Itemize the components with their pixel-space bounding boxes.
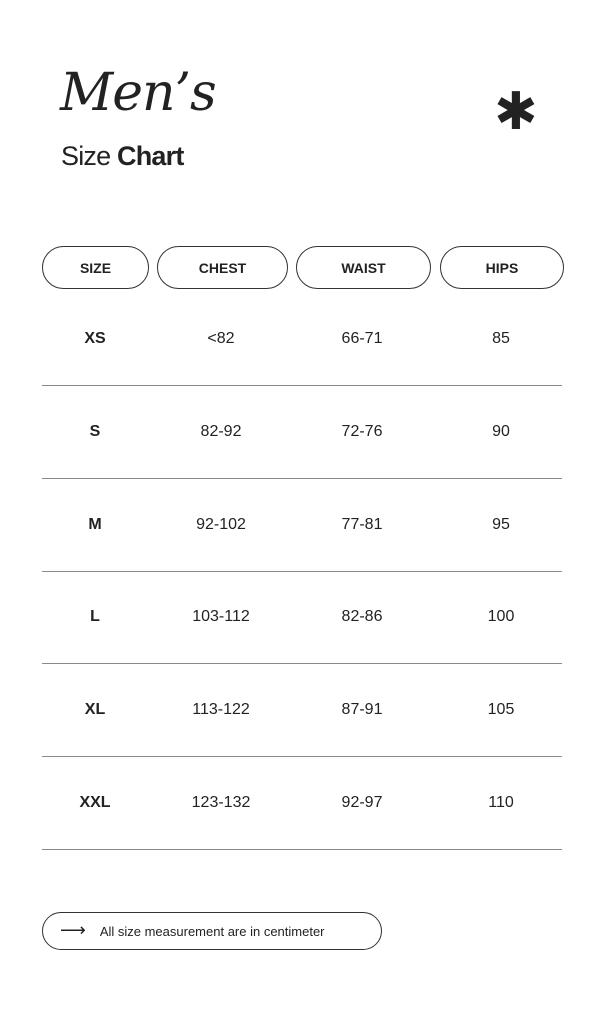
cell-waist: 77-81 [341,515,383,533]
column-header-hips: HIPS [440,246,564,289]
cell-chest: 113-122 [192,701,250,719]
cell-chest: 92-102 [196,515,246,533]
table-row: L 103-112 82-86 100 [42,571,562,665]
cell-hips: 105 [487,701,515,719]
footer-text: All size measurement are in centimeter [99,923,325,939]
cell-waist: 82-86 [341,608,383,626]
subtitle-bold: Chart [117,141,184,171]
page-subtitle: Size Chart [61,138,184,174]
column-header-waist: WAIST [296,246,431,289]
cell-chest: 103-112 [192,608,250,626]
cell-hips: 100 [487,608,515,626]
table-row: XS <82 66-71 85 [42,293,562,386]
page-title: Men’s [60,63,217,123]
cell-size: XL [84,701,106,719]
cell-waist: 66-71 [341,330,383,347]
cell-size: S [89,422,101,440]
arrow-right-icon: ⟶ [60,920,86,941]
cell-hips: 85 [492,330,510,347]
footer-note: ⟶ All size measurement are in centimeter [42,912,382,950]
cell-waist: 92-97 [341,794,383,811]
cell-size: L [90,608,100,626]
cell-hips: 90 [492,422,510,440]
column-header-size: SIZE [42,246,149,289]
cell-chest: 82-92 [200,422,242,440]
cell-chest: <82 [207,330,235,347]
table-row: XL 113-122 87-91 105 [42,664,562,758]
cell-chest: 123-132 [191,794,251,811]
cell-size: XXL [79,794,111,811]
subtitle-light: Size [61,141,111,171]
table-row: XXL 123-132 92-97 110 [42,757,562,850]
asterisk-icon: ✱ [494,82,538,142]
cell-size: XS [84,330,106,347]
column-header-chest: CHEST [157,246,288,289]
cell-hips: 110 [488,794,514,811]
cell-hips: 95 [492,515,510,533]
cell-size: M [88,515,102,533]
table-row: S 82-92 72-76 90 [42,386,562,479]
table-row: M 92-102 77-81 95 [42,479,562,572]
cell-waist: 72-76 [341,422,383,440]
cell-waist: 87-91 [341,701,383,719]
